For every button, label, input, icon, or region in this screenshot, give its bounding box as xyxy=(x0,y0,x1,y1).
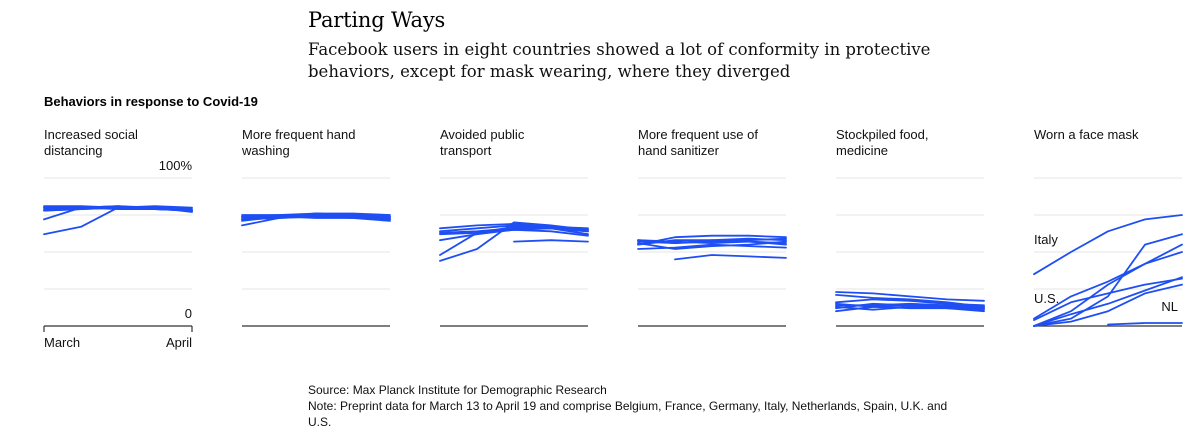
series-line xyxy=(1033,283,1183,327)
series-line xyxy=(835,298,985,307)
series-line xyxy=(637,240,787,250)
panel-title: Increased social distancing xyxy=(44,127,138,158)
series-line xyxy=(43,206,193,212)
annotation-label: U.S. xyxy=(1034,291,1059,306)
series-line xyxy=(439,228,589,242)
series-line xyxy=(1033,277,1183,321)
panel-title: Stockpiled food, medicine xyxy=(836,127,929,158)
section-label: Behaviors in response to Covid-19 xyxy=(44,94,258,109)
footer: Source: Max Planck Institute for Demogra… xyxy=(308,382,948,430)
panel-title: More frequent hand washing xyxy=(241,127,355,158)
x-tick-label: March xyxy=(44,335,80,350)
series-line xyxy=(835,302,985,308)
series-line xyxy=(241,214,391,218)
series-line xyxy=(513,239,589,243)
series-line xyxy=(835,305,985,311)
panel-title: More frequent use of hand sanitizer xyxy=(638,127,758,158)
y-tick-label: 100% xyxy=(159,158,193,173)
chart-subtitle: Facebook users in eight countries showed… xyxy=(308,40,931,81)
panel-title: Worn a face mask xyxy=(1034,127,1139,142)
series-line xyxy=(637,239,787,246)
series-line xyxy=(1033,276,1183,327)
series-line xyxy=(835,291,985,302)
x-tick-label: April xyxy=(166,335,192,350)
source-note: Source: Max Planck Institute for Demogra… xyxy=(308,383,607,397)
series-line xyxy=(1033,243,1183,327)
series-line xyxy=(1033,214,1183,276)
series-line xyxy=(241,215,391,221)
series-line xyxy=(637,243,787,250)
series-line xyxy=(1033,233,1183,327)
series-line xyxy=(674,254,787,261)
panel-title: Avoided public transport xyxy=(440,127,525,158)
data-note: Note: Preprint data for March 13 to Apri… xyxy=(308,399,948,429)
chart-title: Parting Ways xyxy=(308,8,446,32)
series-line xyxy=(439,223,589,230)
series-line xyxy=(1033,251,1183,320)
annotation-label: Italy xyxy=(1034,232,1058,247)
y-tick-label: 0 xyxy=(185,306,192,321)
series-line xyxy=(1107,322,1183,326)
annotation-label: NL xyxy=(1161,299,1178,314)
series-line xyxy=(439,227,589,234)
series-line xyxy=(637,234,787,246)
